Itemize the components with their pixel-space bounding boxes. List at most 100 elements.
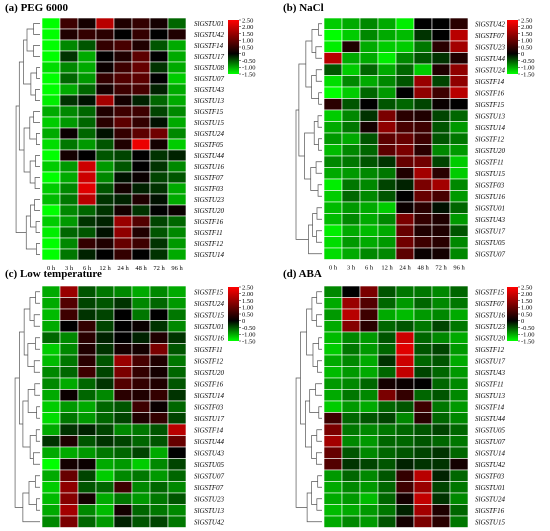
- heatmap-cell: [95, 412, 115, 425]
- heatmap-cell: [359, 75, 379, 88]
- heatmap-cell: [359, 354, 379, 367]
- heatmap-cell: [431, 331, 451, 344]
- heatmap-cell: [377, 320, 397, 333]
- heatmap-cell: [323, 320, 343, 333]
- heatmap-cell: [377, 63, 397, 76]
- row-label: SlGSTF03: [194, 403, 224, 411]
- heatmap-cell: [167, 72, 187, 85]
- heatmap-cell: [77, 138, 97, 151]
- heatmap-cell: [323, 213, 343, 226]
- heatmap-cell: [167, 171, 187, 184]
- heatmap-cell: [59, 160, 79, 173]
- heatmap-cell: [359, 285, 379, 298]
- heatmap-cell: [395, 377, 415, 390]
- heatmap-cell: [395, 423, 415, 436]
- dendrogram-branch: [36, 406, 40, 419]
- heatmap-cell: [77, 492, 97, 505]
- heatmap-cell: [431, 40, 451, 53]
- heatmap-cell: [395, 63, 415, 76]
- panel-b-row-labels: SlGSTU42 SlGSTF07 SlGSTU23 SlGSTU44 SlGSTU24…: [475, 20, 505, 258]
- heatmap-cell: [377, 285, 397, 298]
- heatmap-cell: [359, 247, 379, 260]
- row-label: SlGSTU42: [194, 31, 224, 39]
- heatmap-cell: [41, 481, 61, 494]
- heatmap-cell: [323, 155, 343, 168]
- heatmap-cell: [113, 400, 133, 413]
- heatmap-cell: [113, 127, 133, 140]
- heatmap-cell: [413, 167, 433, 180]
- row-label: SlGSTU44: [194, 152, 224, 160]
- row-label: SlGSTU08: [194, 64, 224, 72]
- row-label: SlGSTU01: [194, 323, 224, 331]
- heatmap-cell: [413, 308, 433, 321]
- heatmap-cell: [341, 190, 361, 203]
- heatmap-cell: [413, 469, 433, 482]
- heatmap-cell: [59, 297, 79, 310]
- heatmap-cell: [413, 446, 433, 459]
- heatmap-cell: [59, 343, 79, 356]
- heatmap-cell: [113, 331, 133, 344]
- heatmap-cell: [77, 149, 97, 162]
- colorbar-tick-label: 0.50: [521, 44, 532, 51]
- heatmap-cell: [413, 366, 433, 379]
- heatmap-cell: [41, 504, 61, 517]
- heatmap-cell: [95, 138, 115, 151]
- heatmap-cell: [395, 155, 415, 168]
- heatmap-cell: [323, 29, 343, 42]
- heatmap-cell: [131, 160, 151, 173]
- heatmap-cell: [149, 204, 169, 217]
- row-label: SlGSTU24: [475, 495, 505, 503]
- heatmap-cell: [341, 320, 361, 333]
- heatmap-cell: [395, 17, 415, 30]
- heatmap-cell: [149, 492, 169, 505]
- heatmap-cell: [413, 331, 433, 344]
- heatmap-cell: [167, 248, 187, 261]
- heatmap-cell: [341, 435, 361, 448]
- heatmap-cell: [59, 105, 79, 118]
- heatmap-cell: [431, 190, 451, 203]
- dendrogram-branch: [34, 199, 40, 211]
- heatmap-cell: [113, 160, 133, 173]
- dendrogram-branch: [311, 481, 318, 505]
- dendrogram-branch: [315, 69, 322, 82]
- heatmap-cell: [323, 377, 343, 390]
- heatmap-cell: [149, 481, 169, 494]
- heatmap-cell: [395, 40, 415, 53]
- heatmap-cell: [95, 504, 115, 517]
- heatmap-cell: [377, 377, 397, 390]
- heatmap-cell: [395, 446, 415, 459]
- colorbar-tick-label: -0.50: [521, 58, 535, 65]
- heatmap-cell: [167, 297, 187, 310]
- heatmap-cell: [377, 155, 397, 168]
- heatmap-cell: [449, 75, 469, 88]
- heatmap-cell: [59, 204, 79, 217]
- heatmap-cell: [431, 109, 451, 122]
- heatmap-cell: [377, 236, 397, 249]
- heatmap-cell: [413, 236, 433, 249]
- heatmap-cell: [377, 481, 397, 494]
- heatmap-cell: [95, 297, 115, 310]
- heatmap-cell: [395, 343, 415, 356]
- heatmap-cell: [131, 248, 151, 261]
- dendrogram-branch: [18, 61, 25, 151]
- column-label: 3 h: [65, 265, 74, 272]
- colorbar-tick-label: 1.50: [521, 298, 532, 305]
- heatmap-cell: [77, 215, 97, 228]
- heatmap-cell: [149, 237, 169, 250]
- heatmap-cell: [95, 389, 115, 402]
- heatmap-cell: [95, 160, 115, 173]
- heatmap-cell: [413, 247, 433, 260]
- heatmap-cell: [59, 138, 79, 151]
- panel-c: (c) Low temperature SlGSTF15SlGSTU24SlGS…: [5, 268, 256, 528]
- heatmap-cell: [395, 190, 415, 203]
- dendrogram-branch: [23, 39, 31, 85]
- heatmap-cell: [323, 389, 343, 402]
- heatmap-cell: [95, 226, 115, 239]
- heatmap-cell: [95, 320, 115, 333]
- heatmap-cell: [431, 247, 451, 260]
- column-label: 6 h: [83, 265, 92, 272]
- heatmap-cell: [77, 204, 97, 217]
- row-label: SlGSTU16: [475, 193, 505, 201]
- heatmap-cell: [149, 215, 169, 228]
- heatmap-cell: [149, 354, 169, 367]
